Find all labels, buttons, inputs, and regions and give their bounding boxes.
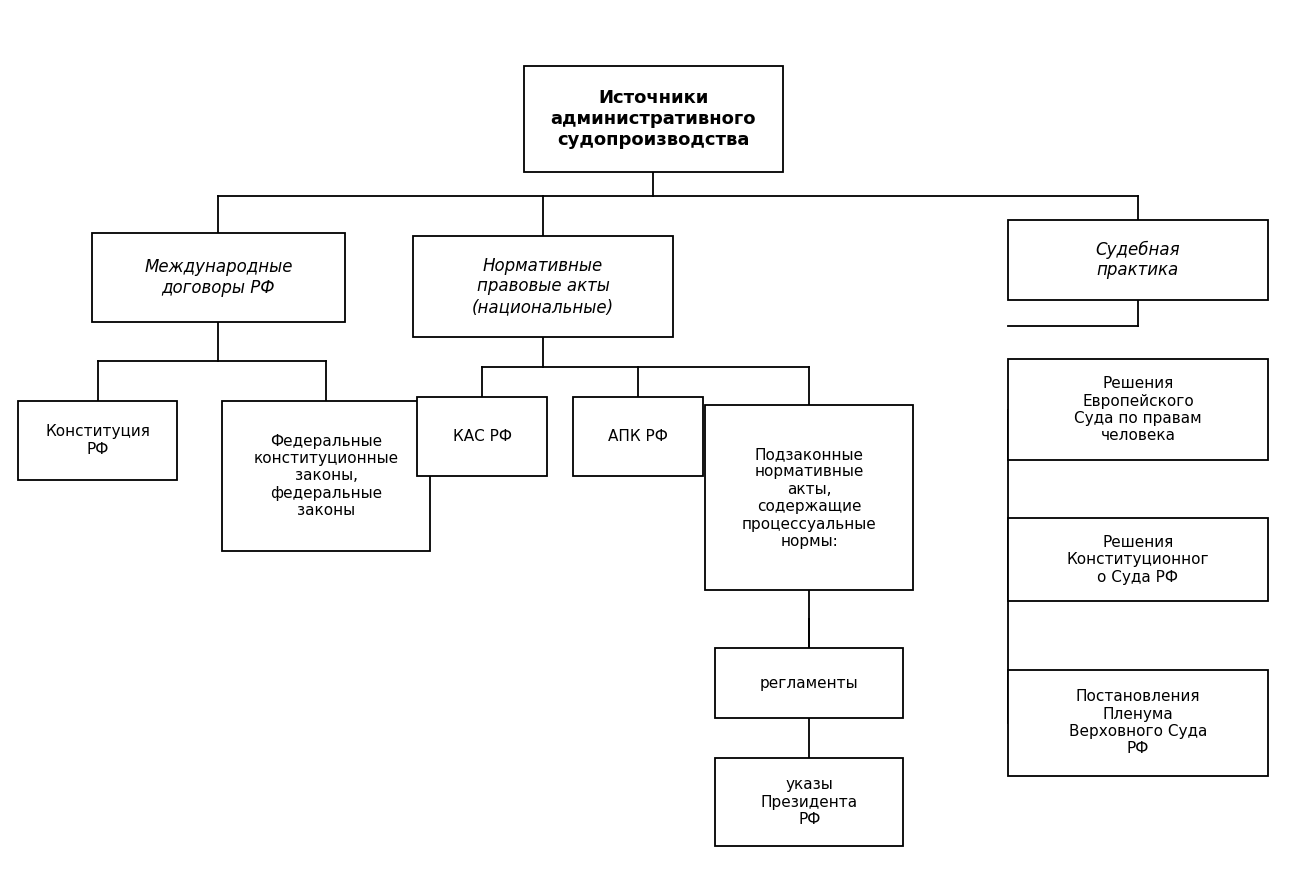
Text: Решения
Конституционног
о Суда РФ: Решения Конституционног о Суда РФ <box>1067 535 1209 585</box>
Text: Решения
Европейского
Суда по правам
человека: Решения Европейского Суда по правам чело… <box>1074 376 1201 443</box>
Text: Конституция
РФ: Конституция РФ <box>46 425 150 457</box>
FancyBboxPatch shape <box>91 233 345 321</box>
Text: КАС РФ: КАС РФ <box>452 429 511 444</box>
FancyBboxPatch shape <box>1008 518 1268 602</box>
Text: Источники
административного
судопроизводства: Источники административного судопроизвод… <box>550 89 757 149</box>
Text: Международные
договоры РФ: Международные договоры РФ <box>144 258 293 297</box>
FancyBboxPatch shape <box>1008 220 1268 300</box>
FancyBboxPatch shape <box>715 648 903 718</box>
Text: Подзаконные
нормативные
акты,
содержащие
процессуальные
нормы:: Подзаконные нормативные акты, содержащие… <box>742 447 877 549</box>
Text: Нормативные
правовые акты
(национальные): Нормативные правовые акты (национальные) <box>472 256 614 316</box>
Text: Постановления
Пленума
Верховного Суда
РФ: Постановления Пленума Верховного Суда РФ <box>1069 689 1208 756</box>
FancyBboxPatch shape <box>417 397 548 476</box>
FancyBboxPatch shape <box>18 400 176 481</box>
FancyBboxPatch shape <box>413 236 673 337</box>
FancyBboxPatch shape <box>572 397 703 476</box>
FancyBboxPatch shape <box>1008 359 1268 460</box>
FancyBboxPatch shape <box>524 66 783 172</box>
FancyBboxPatch shape <box>1008 670 1268 775</box>
FancyBboxPatch shape <box>706 405 914 590</box>
Text: Федеральные
конституционные
законы,
федеральные
законы: Федеральные конституционные законы, феде… <box>254 433 399 518</box>
FancyBboxPatch shape <box>715 758 903 846</box>
Text: регламенты: регламенты <box>761 676 859 691</box>
Text: Судебная
практика: Судебная практика <box>1095 240 1180 279</box>
Text: АПК РФ: АПК РФ <box>608 429 668 444</box>
Text: указы
Президента
РФ: указы Президента РФ <box>761 777 857 827</box>
FancyBboxPatch shape <box>222 400 430 551</box>
